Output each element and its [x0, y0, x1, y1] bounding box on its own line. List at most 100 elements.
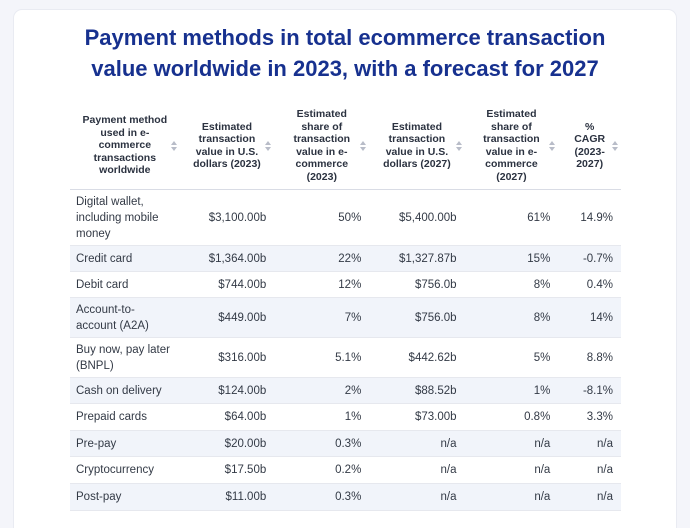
column-header-5[interactable]: % CAGR (2023- 2027): [558, 104, 621, 190]
value-cell: 15%: [464, 245, 559, 272]
column-header-label: Estimated transaction value in U.S. dollars…: [193, 121, 261, 171]
column-header-line: dollars (2027): [383, 158, 451, 170]
value-cell: $17.50b: [179, 456, 275, 484]
value-cell: n/a: [464, 456, 559, 484]
column-header-line: Estimated: [296, 108, 347, 120]
column-header-line: Estimated: [391, 120, 442, 133]
value-cell: $64.00b: [179, 403, 275, 431]
value-cell: n/a: [558, 483, 621, 511]
value-cell: 5%: [464, 337, 559, 378]
value-cell: $11.00b: [179, 483, 275, 511]
value-cell: 8%: [464, 297, 559, 338]
column-header-line: Estimated: [201, 120, 253, 133]
value-cell: 3.3%: [558, 403, 621, 431]
table-row: Debit card $744.00b 12% $756.0b 8% 0.4%: [70, 271, 621, 298]
payment-method-cell: Buy now, pay later (BNPL): [70, 337, 180, 378]
column-header-line: transaction: [293, 133, 351, 145]
table-row: Credit card $1,364.00b 22% $1,327.87b 15% -0.…: [70, 245, 621, 272]
column-header-label: Estimated share of transaction value in e-c…: [483, 108, 540, 183]
value-cell: 8%: [464, 271, 559, 298]
value-cell: 22%: [274, 245, 370, 272]
value-cell: 8.8%: [558, 337, 621, 378]
value-cell: 1%: [464, 377, 559, 404]
sort-arrows-icon[interactable]: [360, 140, 367, 153]
value-cell: $756.0b: [369, 297, 465, 338]
value-cell: 0.2%: [274, 456, 370, 484]
column-header-3[interactable]: Estimated transaction value in U.S. dollars…: [369, 104, 465, 190]
value-cell: n/a: [369, 483, 465, 511]
sort-arrows-icon[interactable]: [265, 140, 272, 153]
title-line-1: Payment methods in total ecommerce trans…: [84, 25, 606, 50]
value-cell: -0.7%: [558, 245, 621, 272]
table-row: Post-pay $11.00b 0.3% n/a n/a n/a: [70, 483, 621, 511]
value-cell: $1,327.87b: [369, 245, 465, 272]
payment-method-cell: Account-to-account (A2A): [70, 297, 180, 338]
value-cell: 1%: [274, 403, 370, 431]
value-cell: 7%: [274, 297, 370, 338]
column-header-4[interactable]: Estimated share of transaction value in e-c…: [464, 104, 559, 190]
column-header-line: transactions: [93, 151, 157, 164]
table-row: Pre-pay $20.00b 0.3% n/a n/a n/a: [70, 430, 621, 457]
value-cell: 14%: [558, 297, 621, 338]
value-cell: 61%: [464, 189, 559, 246]
column-header-line: transaction: [198, 133, 256, 145]
column-header-2[interactable]: Estimated share of transaction value in e-c…: [274, 104, 370, 190]
value-cell: n/a: [558, 456, 621, 484]
table-row: Buy now, pay later (BNPL) $316.00b 5.1% $44…: [70, 337, 621, 378]
column-header-line: CAGR: [574, 133, 606, 145]
value-cell: $756.0b: [369, 271, 465, 298]
column-header-label: Estimated share of transaction value in e-c…: [293, 108, 350, 183]
sort-arrows-icon[interactable]: [549, 140, 556, 153]
column-header-line: value in U.S.: [195, 145, 259, 158]
value-cell: n/a: [464, 430, 559, 457]
sort-arrows-icon[interactable]: [170, 140, 177, 153]
column-header-line: share of: [490, 120, 532, 133]
column-header-label: Payment method used in e-commerce transact…: [83, 114, 168, 177]
payment-method-cell: Post-pay: [70, 483, 180, 511]
column-header-line: (2023-: [574, 145, 605, 158]
value-cell: 12%: [274, 271, 370, 298]
value-cell: $1,364.00b: [179, 245, 275, 272]
value-cell: -8.1%: [558, 377, 621, 404]
value-cell: 0.8%: [464, 403, 559, 431]
table-header-row: Payment method used in e-commerce transact…: [70, 104, 621, 190]
column-header-line: %: [584, 120, 595, 133]
title-line-2: value worldwide in 2023, with a forecast…: [91, 56, 599, 81]
page-title: Payment methods in total ecommerce trans…: [0, 22, 690, 84]
value-cell: $124.00b: [179, 377, 275, 404]
value-cell: 14.9%: [558, 189, 621, 246]
column-header-line: Estimated: [486, 108, 537, 120]
table-row: Cryptocurrency $17.50b 0.2% n/a n/a n/a: [70, 456, 621, 484]
column-header-line: value in e-: [485, 145, 538, 158]
value-cell: n/a: [464, 483, 559, 511]
column-header-label: % CAGR (2023- 2027): [574, 121, 605, 171]
column-header-line: transaction: [388, 133, 446, 145]
column-header-line: commerce: [295, 158, 349, 170]
payment-method-cell: Prepaid cards: [70, 403, 180, 431]
column-header-line: commerce: [485, 158, 538, 170]
value-cell: 2%: [274, 377, 370, 404]
value-cell: $20.00b: [179, 430, 275, 457]
value-cell: 0.4%: [558, 271, 621, 298]
column-header-line: value in U.S.: [385, 145, 449, 158]
payment-method-cell: Pre-pay: [70, 430, 180, 457]
payment-method-cell: Cryptocurrency: [70, 456, 180, 484]
payment-method-cell: Digital wallet, including mobile money: [70, 189, 180, 246]
sort-arrows-icon[interactable]: [612, 140, 618, 153]
value-cell: 0.3%: [274, 430, 370, 457]
sort-arrows-icon[interactable]: [455, 140, 462, 153]
value-cell: n/a: [558, 430, 621, 457]
column-header-line: (2027): [496, 170, 527, 183]
column-header-1[interactable]: Estimated transaction value in U.S. dollars…: [179, 104, 275, 190]
column-header-0[interactable]: Payment method used in e-commerce transact…: [70, 104, 180, 190]
table-row: Digital wallet, including mobile money $3…: [70, 189, 621, 246]
value-cell: 5.1%: [274, 337, 370, 378]
value-cell: $73.00b: [369, 403, 465, 431]
value-cell: 50%: [274, 189, 370, 246]
column-header-line: transaction: [483, 133, 540, 145]
value-cell: $3,100.00b: [179, 189, 275, 246]
value-cell: 0.3%: [274, 483, 370, 511]
table-row: Cash on delivery $124.00b 2% $88.52b 1% -8.1%: [70, 377, 621, 404]
column-header-line: worldwide: [99, 164, 151, 177]
column-header-line: dollars (2023): [193, 158, 261, 170]
